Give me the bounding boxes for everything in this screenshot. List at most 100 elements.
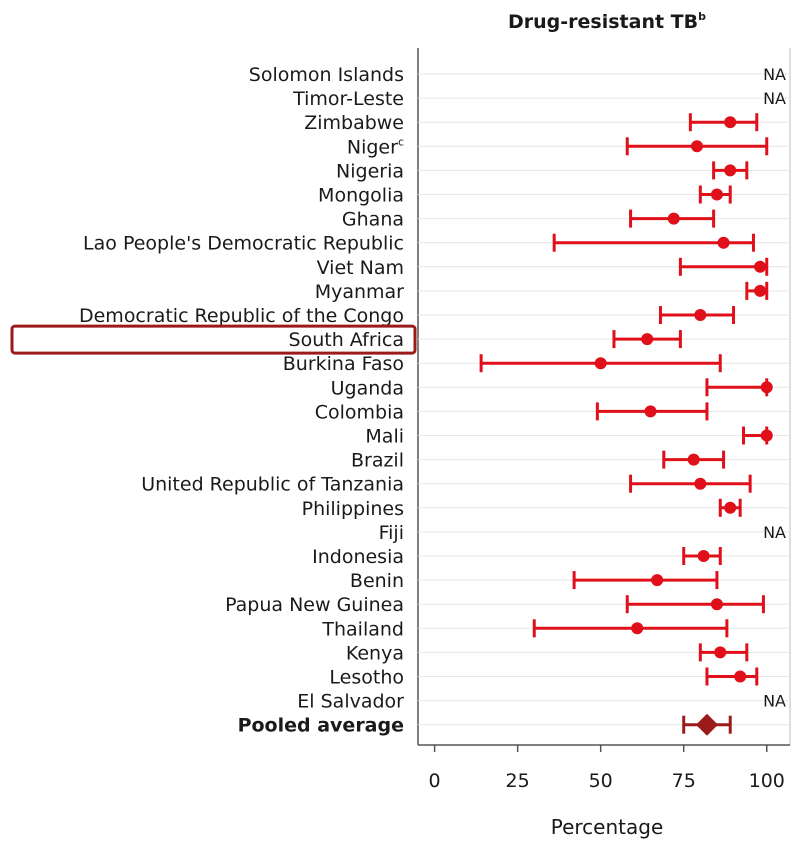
- y-tick-label: South Africa: [289, 329, 404, 351]
- y-tick-label-text: United Republic of Tanzania: [141, 474, 404, 496]
- point-estimate: [694, 477, 707, 490]
- plot-frame: [417, 48, 791, 746]
- y-tick-label: Zimbabwe: [304, 112, 404, 134]
- point-estimate: [641, 333, 654, 346]
- x-tick-label: 25: [506, 770, 530, 792]
- y-tick-label-text: Myanmar: [315, 281, 404, 303]
- point-estimate: [651, 574, 664, 587]
- y-tick-label: Nigeria: [336, 160, 404, 182]
- y-tick-label-text: Kenya: [346, 642, 404, 664]
- point-estimate: [760, 429, 773, 442]
- y-tick-label: Uganda: [331, 377, 404, 399]
- point-estimate: [754, 284, 767, 297]
- y-tick-label: Mongolia: [318, 185, 404, 207]
- na-label: NA: [763, 65, 786, 84]
- point-estimate: [667, 212, 680, 225]
- x-axis: 0 25 50 75 100: [429, 745, 785, 792]
- y-tick-label: Kenya: [346, 642, 404, 664]
- y-tick-label: Lao People's Democratic Republic: [83, 233, 404, 255]
- x-tick-label: 0: [429, 770, 441, 792]
- y-tick-label: Myanmar: [315, 281, 404, 303]
- y-tick-label-text: Brazil: [351, 450, 404, 472]
- point-estimate: [697, 550, 710, 562]
- y-tick-label-text: South Africa: [289, 329, 404, 351]
- y-tick-label: Mali: [365, 426, 404, 448]
- y-tick-label: Benin: [350, 570, 404, 592]
- point-estimate: [724, 501, 737, 514]
- y-tick-label-text: Fiji: [379, 522, 404, 544]
- y-tick-label-text: Mongolia: [318, 185, 404, 207]
- point-estimate: [724, 164, 737, 177]
- point-estimate: [754, 260, 767, 273]
- y-tick-label: Burkina Faso: [283, 353, 404, 375]
- point-estimate: [687, 453, 700, 466]
- data-marks: NA NA NA NA: [479, 65, 786, 736]
- point-estimate: [594, 357, 607, 370]
- x-tick-label: 75: [672, 770, 696, 792]
- pooled-estimate-diamond: [695, 713, 718, 736]
- y-tick-label-text: Papua New Guinea: [225, 594, 404, 616]
- point-estimate: [724, 116, 737, 129]
- y-tick-label: Brazil: [351, 450, 404, 472]
- y-tick-label-text: Uganda: [331, 377, 404, 399]
- point-estimate: [710, 188, 723, 201]
- y-tick-label-text: Mali: [365, 426, 404, 448]
- y-tick-label: Fiji: [379, 522, 404, 544]
- y-tick-label-text: Pooled average: [238, 715, 404, 737]
- point-estimate: [710, 598, 723, 611]
- x-axis-label: Percentage: [551, 815, 664, 839]
- y-tick-label-text: Colombia: [315, 401, 404, 423]
- y-tick-label: Democratic Republic of the Congo: [79, 305, 404, 327]
- point-estimate: [760, 381, 773, 394]
- na-label: NA: [763, 692, 786, 711]
- y-tick-label: Philippines: [302, 498, 404, 520]
- y-tick-label-superscript: c: [398, 135, 404, 148]
- y-tick-label-text: Burkina Faso: [283, 353, 404, 375]
- y-tick-label: Lesotho: [329, 667, 404, 689]
- y-tick-label: Papua New Guinea: [225, 594, 404, 616]
- y-tick-label: Timor-Leste: [292, 88, 404, 110]
- y-tick-label-text: El Salvador: [297, 691, 404, 713]
- point-estimate: [714, 646, 727, 659]
- y-tick-label-text: Zimbabwe: [304, 112, 404, 134]
- y-tick-label: Indonesia: [312, 546, 404, 568]
- chart-title: Drug-resistant TBb: [508, 10, 706, 33]
- chart-title-text: Drug-resistant TB: [508, 11, 698, 33]
- point-estimate: [644, 405, 657, 418]
- point-estimate: [691, 140, 703, 153]
- y-tick-label: Ghana: [342, 209, 404, 231]
- na-label: NA: [763, 89, 786, 108]
- y-tick-label-text: Nigeria: [336, 160, 404, 182]
- y-tick-label: United Republic of Tanzania: [141, 474, 404, 496]
- point-estimate: [717, 236, 730, 249]
- highlight-box: [10, 324, 417, 355]
- y-tick-label-text: Indonesia: [312, 546, 404, 568]
- x-tick-label: 100: [749, 770, 785, 792]
- y-tick-label-text: Viet Nam: [317, 257, 404, 279]
- y-tick-label-text: Philippines: [302, 498, 404, 520]
- point-estimate: [694, 309, 707, 321]
- x-tick-label: 50: [589, 770, 613, 792]
- y-tick-label-text: Benin: [350, 570, 404, 592]
- na-label: NA: [763, 523, 786, 542]
- y-tick-label-text: Ghana: [342, 209, 404, 231]
- y-tick-label-text: Thailand: [321, 618, 404, 640]
- y-tick-label-text: Lesotho: [329, 667, 404, 689]
- y-axis-labels: Solomon IslandsTimor-LesteZimbabweNigerc…: [10, 64, 417, 737]
- y-tick-label-text: Democratic Republic of the Congo: [79, 305, 404, 327]
- y-tick-label: Pooled average: [238, 715, 404, 737]
- y-tick-label-text: Niger: [347, 136, 398, 158]
- y-tick-label-text: Solomon Islands: [249, 64, 404, 86]
- y-tick-label: Nigerc: [347, 135, 404, 158]
- point-estimate: [734, 670, 747, 683]
- y-tick-label: Viet Nam: [317, 257, 404, 279]
- y-tick-label: Thailand: [321, 618, 404, 640]
- y-tick-label-text: Lao People's Democratic Republic: [83, 233, 404, 255]
- y-tick-label: Solomon Islands: [249, 64, 404, 86]
- point-estimate: [631, 622, 644, 635]
- chart-title-superscript: b: [698, 10, 706, 23]
- y-tick-label: El Salvador: [297, 691, 404, 713]
- y-tick-label: Colombia: [315, 401, 404, 423]
- y-tick-label-text: Timor-Leste: [292, 88, 404, 110]
